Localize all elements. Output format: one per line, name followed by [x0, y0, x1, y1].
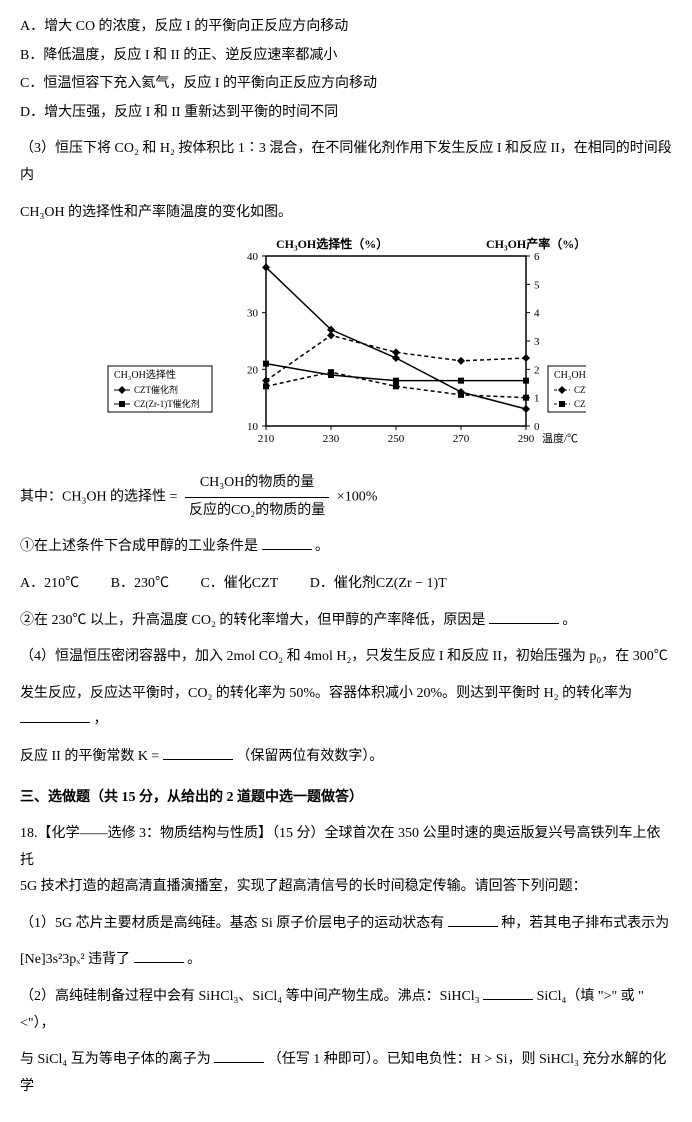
q4-line3-text: 反应 II 的平衡常数 K = — [20, 749, 159, 764]
svg-text:250: 250 — [388, 433, 405, 445]
blank-q3-2[interactable] — [489, 609, 559, 624]
section-3-title: 三、选做题（共 15 分，从给出的 2 道题中选一题做答） — [20, 785, 672, 812]
blank-q18-2a[interactable] — [483, 985, 533, 1000]
svg-text:230: 230 — [323, 433, 340, 445]
svg-text:3: 3 — [534, 336, 540, 348]
svg-text:270: 270 — [453, 433, 470, 445]
option-d: D．增大压强，反应 I 和 II 重新达到平衡的时间不同 — [20, 100, 672, 127]
formula-fraction: CH₃OH的物质的量 反应的CO₂的物质的量 — [185, 470, 329, 524]
q3-sub2: ②在 230℃ 以上，升高温度 CO₂ 的转化率增大，但甲醇的产率降低，原因是 … — [20, 608, 672, 635]
q4-line2-text: 发生反应，反应达平衡时，CO₂ 的转化率为 50%。容器体积减小 20%。则达到… — [20, 686, 632, 701]
formula-suffix: ×100% — [337, 489, 378, 504]
q3-1-opt-c: C．催化CZT — [200, 571, 278, 598]
formula-num: CH₃OH的物质的量 — [185, 470, 329, 498]
blank-q18-1a[interactable] — [448, 912, 498, 927]
svg-text:CH₃OH选择性: CH₃OH选择性 — [114, 368, 176, 381]
svg-text:CH₃OH产率: CH₃OH产率 — [554, 368, 586, 381]
q18-2a: （2）高纯硅制备过程中会有 SiHCl₃、SiCl₄ 等中间产物生成。沸点：Si… — [20, 989, 480, 1004]
q3-sub1-text: ①在上述条件下合成甲醇的工业条件是 — [20, 539, 258, 554]
svg-text:4: 4 — [534, 308, 540, 320]
blank-q3-1[interactable] — [262, 535, 312, 550]
q4-line2-comma: ， — [94, 712, 108, 727]
q18-sub1: （1）5G 芯片主要材质是高纯硅。基态 Si 原子价层电子的运动状态有 种，若其… — [20, 911, 672, 938]
q3-sub1: ①在上述条件下合成甲醇的工业条件是 。 — [20, 534, 672, 561]
svg-text:290: 290 — [518, 433, 535, 445]
selectivity-yield-chart: CH₃OH选择性（%） CH₃OH产率（%） 10 20 30 40 0 1 2 3 4 5 6 210 2… — [106, 236, 586, 456]
svg-text:5: 5 — [534, 279, 540, 291]
q18-sub1c: [Ne]3s²3pₓ² 违背了 。 — [20, 947, 672, 974]
q3-sub2-period: 。 — [562, 613, 576, 628]
q18-1a: （1）5G 芯片主要材质是高纯硅。基态 Si 原子价层电子的运动状态有 — [20, 916, 444, 931]
svg-text:CZ(Zr-1)T催化剂: CZ(Zr-1)T催化剂 — [134, 398, 200, 409]
blank-q18-2c[interactable] — [214, 1048, 264, 1063]
svg-text:CH₃OH产率（%）: CH₃OH产率（%） — [486, 236, 586, 251]
svg-text:温度/℃: 温度/℃ — [542, 431, 578, 445]
q3-sub2-text: ②在 230℃ 以上，升高温度 CO₂ 的转化率增大，但甲醇的产率降低，原因是 — [20, 613, 485, 628]
q3-sub1-options: A．210℃ B．230℃ C．催化CZT D．催化剂CZ(Zr − 1)T — [20, 571, 672, 598]
option-a: A．增大 CO 的浓度，反应 I 的平衡向正反应方向移动 — [20, 14, 672, 41]
blank-q18-1c[interactable] — [134, 948, 184, 963]
svg-text:30: 30 — [247, 308, 259, 320]
q3-1-opt-d: D．催化剂CZ(Zr − 1)T — [310, 571, 447, 598]
svg-text:40: 40 — [247, 251, 259, 263]
q3-line2: CH₃OH 的选择性和产率随温度的变化如图。 — [20, 200, 672, 227]
q18-line-a: 18.【化学——选修 3：物质结构与性质】（15 分）全球首次在 350 公里时… — [20, 821, 672, 874]
option-c: C．恒温恒容下充入氦气，反应 I 的平衡向正反应方向移动 — [20, 71, 672, 98]
option-b: B．降低温度，反应 I 和 II 的正、逆反应速率都减小 — [20, 43, 672, 70]
q18-1b: 种，若其电子排布式表示为 — [501, 916, 669, 931]
svg-text:2: 2 — [534, 364, 540, 376]
q18-sub2a: （2）高纯硅制备过程中会有 SiHCl₃、SiCl₄ 等中间产物生成。沸点：Si… — [20, 984, 672, 1037]
q3-intro: （3）恒压下将 CO₂ 和 H₂ 按体积比 1∶3 混合，在不同催化剂作用下发生… — [20, 136, 672, 189]
svg-text:210: 210 — [258, 433, 275, 445]
svg-text:CZ(Zr-1)T催化剂: CZ(Zr-1)T催化剂 — [574, 398, 586, 409]
q3-1-opt-b: B．230℃ — [111, 571, 169, 598]
svg-text:CH₃OH选择性（%）: CH₃OH选择性（%） — [276, 236, 388, 251]
svg-text:1: 1 — [534, 393, 540, 405]
selectivity-formula: 其中：CH₃OH 的选择性 = CH₃OH的物质的量 反应的CO₂的物质的量 ×… — [20, 470, 672, 524]
q4-line3-after: （保留两位有效数字）。 — [236, 749, 383, 764]
svg-text:10: 10 — [247, 421, 259, 433]
q3-sub1-period: 。 — [315, 539, 329, 554]
svg-text:0: 0 — [534, 421, 540, 433]
blank-q4-h2[interactable] — [20, 708, 90, 723]
formula-prefix: 其中：CH₃OH 的选择性 = — [20, 489, 177, 504]
q18-2c: 与 SiCl₄ 互为等电子体的离子为 — [20, 1052, 211, 1067]
q18-1c-pre: [Ne]3s²3pₓ² 违背了 — [20, 952, 130, 967]
chart-container: CH₃OH选择性（%） CH₃OH产率（%） 10 20 30 40 0 1 2 3 4 5 6 210 2… — [106, 236, 586, 456]
q4-line3: 反应 II 的平衡常数 K = （保留两位有效数字）。 — [20, 744, 672, 771]
svg-text:CZT催化剂: CZT催化剂 — [134, 384, 178, 395]
q3-1-opt-a: A．210℃ — [20, 571, 79, 598]
q4-line1: （4）恒温恒压密闭容器中，加入 2mol CO₂ 和 4mol H₂，只发生反应… — [20, 644, 672, 671]
q4-line2: 发生反应，反应达平衡时，CO₂ 的转化率为 50%。容器体积减小 20%。则达到… — [20, 681, 672, 734]
blank-q4-k[interactable] — [163, 745, 233, 760]
q18-line-b: 5G 技术打造的超高清直播演播室，实现了超高清信号的长时间稳定传输。请回答下列问… — [20, 874, 672, 901]
svg-text:20: 20 — [247, 364, 259, 376]
svg-text:CZT催化剂: CZT催化剂 — [574, 384, 586, 395]
formula-den: 反应的CO₂的物质的量 — [185, 498, 329, 525]
svg-text:6: 6 — [534, 251, 540, 263]
q18-1c-post: 。 — [187, 952, 201, 967]
q18-sub2b: 与 SiCl₄ 互为等电子体的离子为 （任写 1 种即可）。已知电负性：H > … — [20, 1047, 672, 1100]
